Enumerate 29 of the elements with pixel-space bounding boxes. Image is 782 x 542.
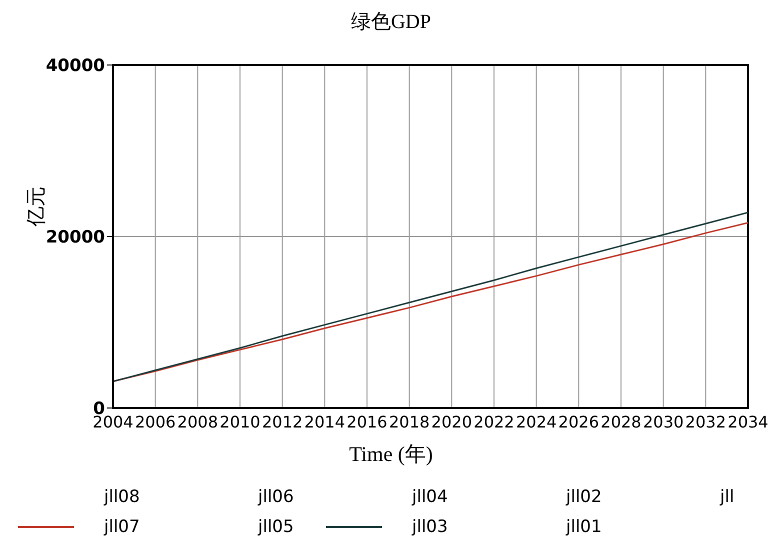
x-tick-label: 2020	[431, 412, 472, 432]
text: jll02	[566, 487, 602, 507]
text: jll06	[258, 487, 294, 507]
text: jll05	[258, 517, 294, 537]
x-tick-label: 2028	[600, 412, 642, 432]
x-tick-label: 2034	[728, 412, 768, 432]
text: jll	[720, 487, 734, 507]
y-axis-title: 亿元	[22, 186, 48, 226]
chart-title: 绿色GDP	[350, 10, 432, 35]
x-tick-label: 2026	[558, 412, 600, 432]
x-tick-label: 2006	[134, 412, 176, 432]
y-tick-label: 20000	[46, 228, 106, 248]
x-tick-label: 2032	[685, 412, 726, 432]
x-tick-label: 2016	[346, 412, 388, 432]
x-tick-label: 2008	[177, 412, 218, 432]
text: jll01	[566, 517, 602, 537]
x-tick-label: 2030	[642, 412, 684, 432]
x-tick-label: 2014	[304, 412, 346, 432]
x-axis-title: Time (年)	[348, 441, 434, 468]
x-tick-label: 2022	[474, 412, 514, 432]
legend-label: jll07	[104, 517, 140, 537]
text: jll08	[104, 487, 140, 507]
legend-label: jll03	[412, 517, 448, 537]
y-tick-label: 40000	[46, 56, 106, 76]
x-tick-label: 2010	[220, 412, 260, 432]
x-tick-label: 2012	[262, 412, 303, 432]
x-tick-label: 2018	[388, 412, 430, 432]
x-tick-label: 2024	[516, 412, 557, 432]
text: jll04	[412, 487, 448, 507]
